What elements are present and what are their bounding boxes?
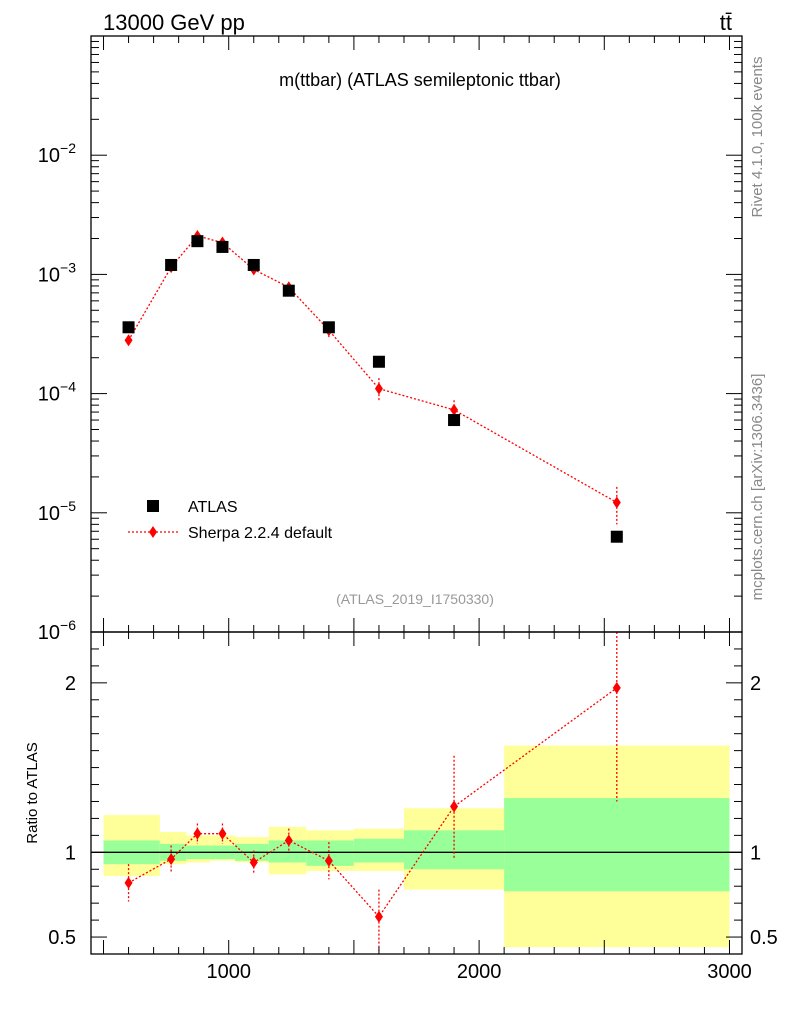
ratio-point: [249, 856, 258, 869]
ratio-marks: [124, 632, 621, 951]
ratio-point: [167, 853, 176, 866]
sherpa-point: [450, 403, 459, 416]
ratio-ylabel: Ratio to ATLAS: [24, 742, 41, 843]
sherpa-point: [124, 334, 133, 347]
band-inner: [504, 798, 730, 892]
legend: ATLAS Sherpa 2.2.4 default: [128, 499, 333, 542]
main-marks: [122, 229, 623, 543]
atlas-point: [216, 240, 229, 253]
ratio-ticks: 0.5 0.5 1 1 2 2 1000 2000 3000: [48, 631, 778, 983]
x-tick-label: 2000: [457, 961, 502, 983]
legend-atlas-marker: [147, 500, 159, 512]
ratio-point: [450, 800, 459, 813]
legend-sherpa-label: Sherpa 2.2.4 default: [188, 525, 333, 542]
plot-title: m(ttbar) (ATLAS semileptonic ttbar): [279, 70, 561, 90]
ratio-y-label-right: 2: [750, 673, 761, 695]
main-panel: 10−2 10−3 10−4 10−5 10−6 m(ttbar) (ATLAS sem…: [38, 35, 743, 644]
atlas-point: [372, 355, 385, 368]
ratio-bands: [103, 745, 730, 948]
ratio-panel: 0.5 0.5 1 1 2 2 1000 2000 3000 Ratio to ATLAS: [24, 631, 778, 983]
band-inner: [353, 838, 404, 863]
ratio-point: [218, 827, 227, 840]
y-tick-label: 10−2: [38, 140, 76, 167]
ratio-point: [324, 854, 333, 867]
main-ticks: 10−2 10−3 10−4 10−5 10−6: [38, 35, 742, 644]
band-inner: [268, 840, 307, 863]
y-tick-label: 10−5: [38, 498, 76, 525]
ratio-y-label-left: 1: [65, 842, 76, 864]
energy-label: 13000 GeV pp: [103, 10, 245, 35]
sherpa-point: [612, 496, 621, 509]
atlas-point: [448, 414, 461, 427]
rivet-label: Rivet 4.1.0, 100k events: [749, 57, 766, 218]
legend-atlas-label: ATLAS: [188, 499, 238, 516]
atlas-point: [322, 321, 335, 334]
ratio-frame: [90, 631, 743, 955]
ratio-y-label-left: 2: [65, 673, 76, 695]
ratio-line: [128, 687, 618, 918]
ratio-point: [193, 827, 202, 840]
y-tick-label: 10−4: [38, 379, 76, 406]
legend-sherpa-marker: [149, 526, 157, 538]
ratio-y-label-right: 1: [750, 842, 761, 864]
ratio-y-label-left: 0.5: [48, 927, 76, 949]
y-tick-label: 10−6: [38, 617, 76, 644]
mcplots-label: mcplots.cern.ch [arXiv:1306.3436]: [749, 374, 766, 601]
y-tick-label: 10−3: [38, 259, 76, 286]
ratio-point: [374, 910, 383, 923]
x-tick-label: 1000: [206, 961, 251, 983]
ratio-point: [124, 876, 133, 889]
atlas-point: [191, 235, 204, 248]
atlas-point: [610, 530, 623, 543]
atlas-point: [282, 284, 295, 297]
sherpa-line: [127, 235, 618, 504]
ratio-point: [284, 834, 293, 847]
x-tick-label: 3000: [707, 961, 752, 983]
atlas-point: [247, 258, 260, 271]
atlas-point: [165, 258, 178, 271]
ratio-y-label-right: 0.5: [750, 927, 778, 949]
process-label: tt̄: [720, 10, 732, 35]
analysis-id: (ATLAS_2019_I1750330): [336, 591, 494, 607]
ratio-point: [612, 681, 621, 694]
atlas-point: [122, 321, 135, 334]
sherpa-point: [374, 382, 383, 395]
main-frame: [90, 35, 743, 633]
